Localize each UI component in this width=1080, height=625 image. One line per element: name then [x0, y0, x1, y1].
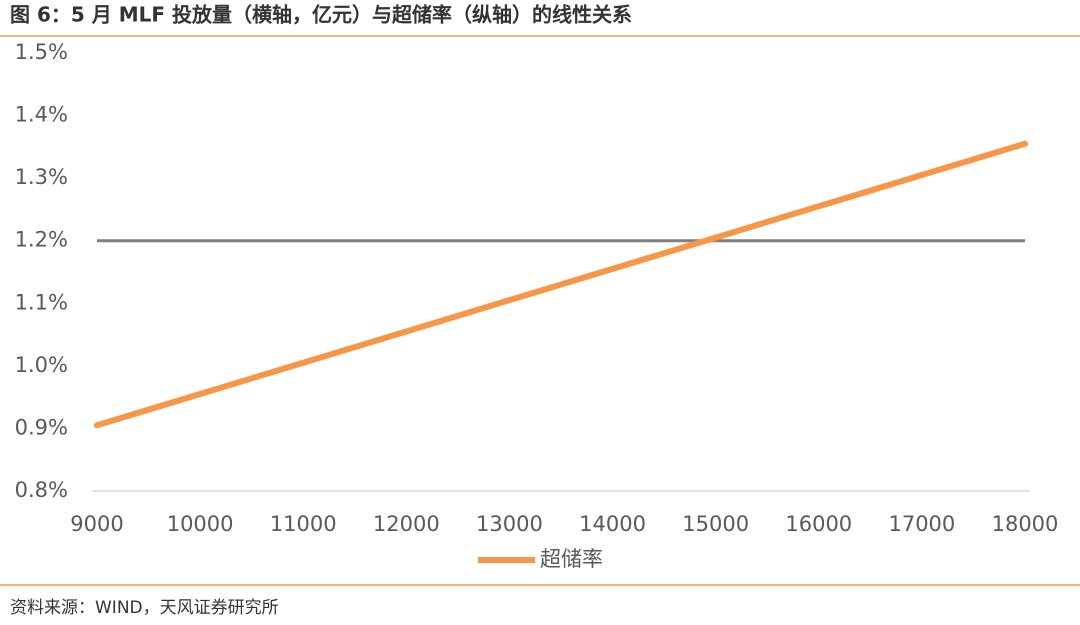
x-tick-label: 16000 — [785, 512, 852, 536]
y-tick-label: 0.8% — [15, 478, 68, 502]
chart-title: 图 6：5 月 MLF 投放量（横轴，亿元）与超储率（纵轴）的线性关系 — [10, 3, 632, 27]
y-tick-label: 1.4% — [15, 103, 68, 127]
x-tick-label: 9000 — [70, 512, 123, 536]
legend-label: 超储率 — [540, 547, 603, 571]
y-tick-label: 0.9% — [15, 415, 68, 439]
y-tick-label: 1.3% — [15, 165, 68, 189]
source-note: 资料来源：WIND，天风证券研究所 — [10, 598, 279, 618]
y-tick-label: 1.1% — [15, 290, 68, 314]
x-tick-label: 10000 — [167, 512, 234, 536]
x-tick-label: 13000 — [476, 512, 543, 536]
y-tick-label: 1.0% — [15, 353, 68, 377]
x-tick-label: 14000 — [579, 512, 646, 536]
x-tick-label: 15000 — [682, 512, 749, 536]
x-tick-label: 17000 — [888, 512, 955, 536]
y-tick-label: 1.2% — [15, 228, 68, 252]
x-tick-label: 18000 — [992, 512, 1059, 536]
x-tick-label: 11000 — [270, 512, 337, 536]
y-tick-label: 1.5% — [15, 40, 68, 64]
x-tick-label: 12000 — [373, 512, 440, 536]
series-line — [94, 140, 1028, 429]
